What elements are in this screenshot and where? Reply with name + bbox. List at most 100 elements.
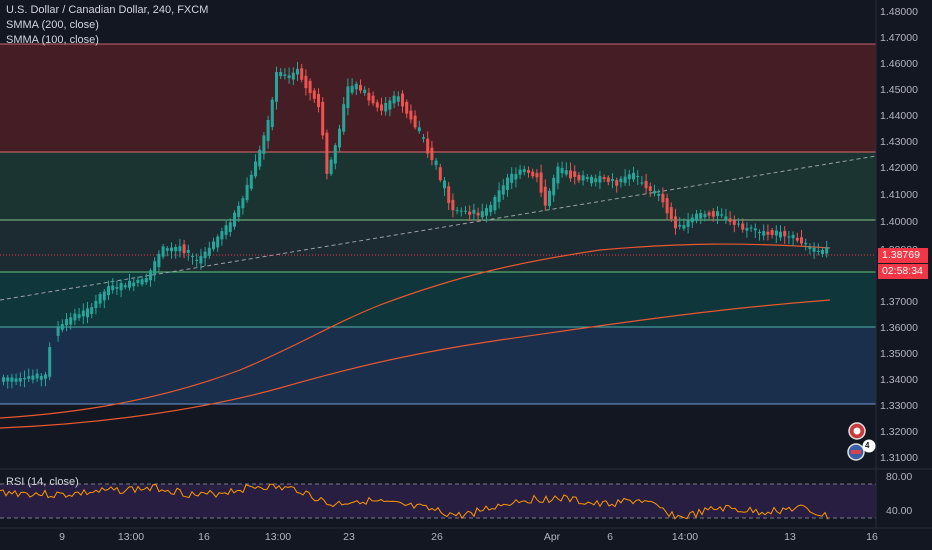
candle-body[interactable] <box>98 294 102 304</box>
candle-body[interactable] <box>707 212 711 216</box>
candle-body[interactable] <box>556 166 560 184</box>
candle-body[interactable] <box>527 170 530 173</box>
candle-body[interactable] <box>275 72 278 102</box>
candle-body[interactable] <box>371 95 375 104</box>
candle-body[interactable] <box>522 169 526 173</box>
candle-body[interactable] <box>346 86 350 109</box>
candle-body[interactable] <box>128 280 131 288</box>
candle-body[interactable] <box>430 147 434 160</box>
candle-body[interactable] <box>501 185 505 195</box>
candle-body[interactable] <box>266 120 270 141</box>
candle-body[interactable] <box>674 216 677 229</box>
candle-body[interactable] <box>363 89 367 94</box>
candle-body[interactable] <box>291 72 295 80</box>
candle-body[interactable] <box>338 128 341 148</box>
candle-body[interactable] <box>304 75 308 89</box>
candle-body[interactable] <box>405 101 409 114</box>
candle-body[interactable] <box>401 93 404 107</box>
candle-body[interactable] <box>182 244 186 254</box>
candle-body[interactable] <box>233 212 236 227</box>
candle-body[interactable] <box>140 279 144 285</box>
candle-body[interactable] <box>606 177 610 182</box>
candle-body[interactable] <box>207 247 211 256</box>
candle-body[interactable] <box>241 198 245 209</box>
candle-body[interactable] <box>237 205 241 217</box>
candle-body[interactable] <box>669 207 673 220</box>
candle-body[interactable] <box>165 248 169 251</box>
candle-body[interactable] <box>737 223 740 225</box>
candle-body[interactable] <box>485 208 488 216</box>
candle-body[interactable] <box>787 236 791 238</box>
candle-body[interactable] <box>640 182 644 184</box>
candle-body[interactable] <box>695 213 698 221</box>
candle-body[interactable] <box>375 102 379 108</box>
candle-body[interactable] <box>636 175 640 178</box>
candle-body[interactable] <box>716 211 719 217</box>
candle-body[interactable] <box>123 285 127 288</box>
candle-body[interactable] <box>136 279 140 284</box>
candle-body[interactable] <box>779 231 782 238</box>
candle-body[interactable] <box>69 317 73 325</box>
candle-body[interactable] <box>627 174 631 180</box>
candle-body[interactable] <box>296 68 299 75</box>
candle-body[interactable] <box>564 170 568 175</box>
candle-body[interactable] <box>10 377 14 382</box>
candle-body[interactable] <box>413 115 417 128</box>
candle-body[interactable] <box>86 308 89 318</box>
candle-body[interactable] <box>224 225 228 235</box>
candle-body[interactable] <box>144 278 148 283</box>
candle-body[interactable] <box>552 177 556 196</box>
candle-body[interactable] <box>321 102 325 136</box>
candle-body[interactable] <box>690 217 694 223</box>
candle-body[interactable] <box>367 92 371 101</box>
candle-body[interactable] <box>220 231 224 240</box>
candle-body[interactable] <box>199 256 203 264</box>
candle-body[interactable] <box>774 230 778 236</box>
candle-body[interactable] <box>359 85 362 91</box>
candle-body[interactable] <box>590 176 593 184</box>
candle-body[interactable] <box>619 178 623 183</box>
candle-body[interactable] <box>648 186 652 191</box>
candle-body[interactable] <box>506 177 509 190</box>
candle-body[interactable] <box>455 210 459 212</box>
candle-body[interactable] <box>577 174 581 181</box>
candle-body[interactable] <box>438 167 442 181</box>
candle-body[interactable] <box>170 247 173 252</box>
candle-body[interactable] <box>497 190 501 202</box>
candle-body[interactable] <box>753 228 757 231</box>
candle-body[interactable] <box>396 96 400 102</box>
candle-body[interactable] <box>459 210 463 212</box>
candle-body[interactable] <box>254 161 257 177</box>
candle-body[interactable] <box>350 85 354 93</box>
candle-body[interactable] <box>245 184 249 201</box>
candles-group[interactable] <box>2 61 829 389</box>
candle-body[interactable] <box>14 378 18 382</box>
candle-body[interactable] <box>615 180 619 186</box>
candle-body[interactable] <box>581 175 585 181</box>
candle-body[interactable] <box>644 181 648 189</box>
candle-body[interactable] <box>56 327 60 336</box>
candle-body[interactable] <box>216 236 220 248</box>
candle-body[interactable] <box>665 198 669 214</box>
candle-body[interactable] <box>682 224 686 229</box>
candle-body[interactable] <box>795 237 799 241</box>
candle-body[interactable] <box>422 137 425 139</box>
candle-body[interactable] <box>791 234 795 239</box>
candle-body[interactable] <box>493 196 497 211</box>
candle-body[interactable] <box>480 211 484 218</box>
candle-body[interactable] <box>476 212 480 216</box>
candle-body[interactable] <box>342 104 346 132</box>
candle-body[interactable] <box>539 172 543 193</box>
candle-body[interactable] <box>312 90 316 99</box>
candle-body[interactable] <box>384 103 388 112</box>
candle-body[interactable] <box>569 170 572 179</box>
candle-body[interactable] <box>611 179 614 182</box>
candle-body[interactable] <box>195 259 199 261</box>
candle-body[interactable] <box>119 283 123 291</box>
candle-body[interactable] <box>77 314 81 319</box>
candle-body[interactable] <box>409 110 413 120</box>
candle-body[interactable] <box>44 374 47 379</box>
candle-body[interactable] <box>35 373 39 379</box>
candle-body[interactable] <box>262 135 266 154</box>
candle-body[interactable] <box>228 222 232 233</box>
